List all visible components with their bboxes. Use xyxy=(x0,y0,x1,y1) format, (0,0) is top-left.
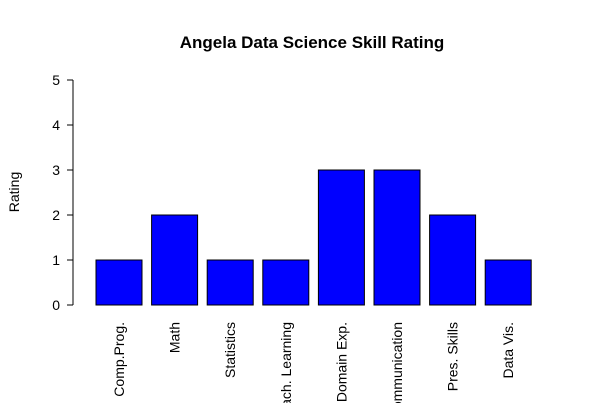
x-tick-label: Communication xyxy=(389,322,405,403)
x-tick-label: Statistics xyxy=(222,322,238,378)
x-tick-label: Domain Exp. xyxy=(333,322,349,402)
bars-group xyxy=(95,169,532,306)
chart-title: Angela Data Science Skill Rating xyxy=(180,33,445,52)
bar xyxy=(373,169,421,306)
x-tick-label: Mach. Learning xyxy=(278,322,294,403)
bar xyxy=(95,259,143,306)
x-tick-label: Comp.Prog. xyxy=(111,322,127,397)
y-tick-label: 4 xyxy=(52,117,60,133)
x-tick-label: Math xyxy=(167,322,183,353)
y-tick-label: 1 xyxy=(52,252,60,268)
x-tick-label: Data Vis. xyxy=(500,322,516,379)
bar xyxy=(317,169,365,306)
y-tick-label: 2 xyxy=(52,207,60,223)
y-tick-label: 0 xyxy=(52,297,60,313)
bar xyxy=(206,259,254,306)
bar xyxy=(429,214,477,306)
bar xyxy=(484,259,532,306)
y-axis-label: Rating xyxy=(6,172,22,212)
bar xyxy=(151,214,199,306)
x-tick-labels: Comp.Prog. Math Statistics Mach. Learning Do… xyxy=(111,322,516,403)
x-tick-label: Pres. Skills xyxy=(445,322,461,391)
y-tick-label: 3 xyxy=(52,162,60,178)
y-tick-label: 5 xyxy=(52,72,60,88)
y-axis: 0 1 2 3 4 5 xyxy=(52,72,74,313)
bar xyxy=(262,259,310,306)
